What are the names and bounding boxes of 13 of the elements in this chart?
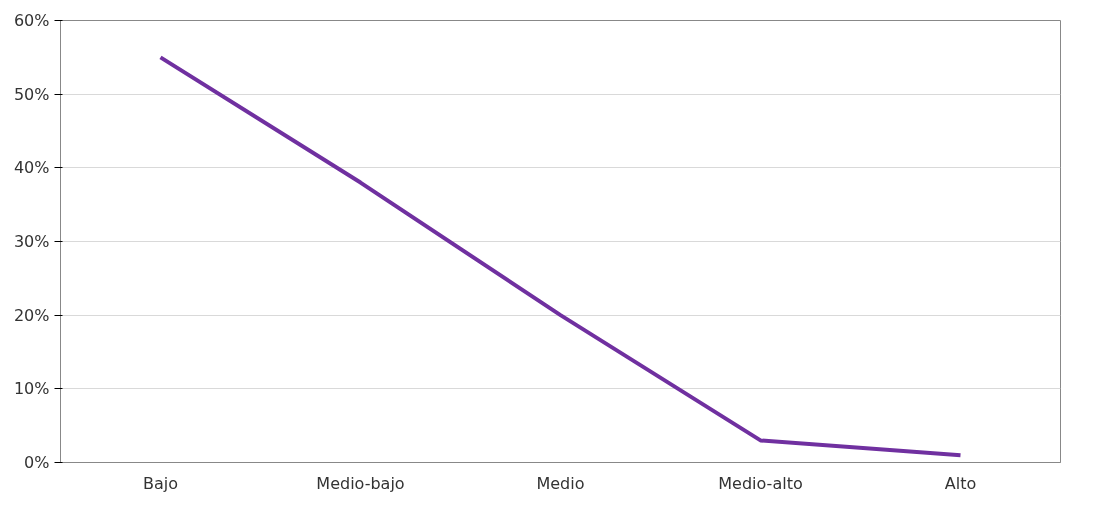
y-tick-label: 20% — [13, 305, 50, 325]
x-tick-label: Alto — [944, 473, 977, 493]
x-tick-label: Medio-alto — [718, 473, 803, 493]
y-tick-label: 0% — [24, 453, 50, 472]
x-tick-label: Medio-bajo — [316, 473, 405, 493]
y-tick-label: 30% — [13, 232, 50, 251]
x-tick-label: Bajo — [142, 473, 179, 493]
x-tick-label: Medio — [536, 473, 585, 493]
line-series — [158, 55, 963, 458]
y-tick-label: 60% — [13, 11, 50, 30]
y-tick-label: 10% — [13, 379, 50, 399]
y-tick-label: 40% — [13, 158, 50, 178]
y-tick-label: 50% — [13, 84, 50, 104]
